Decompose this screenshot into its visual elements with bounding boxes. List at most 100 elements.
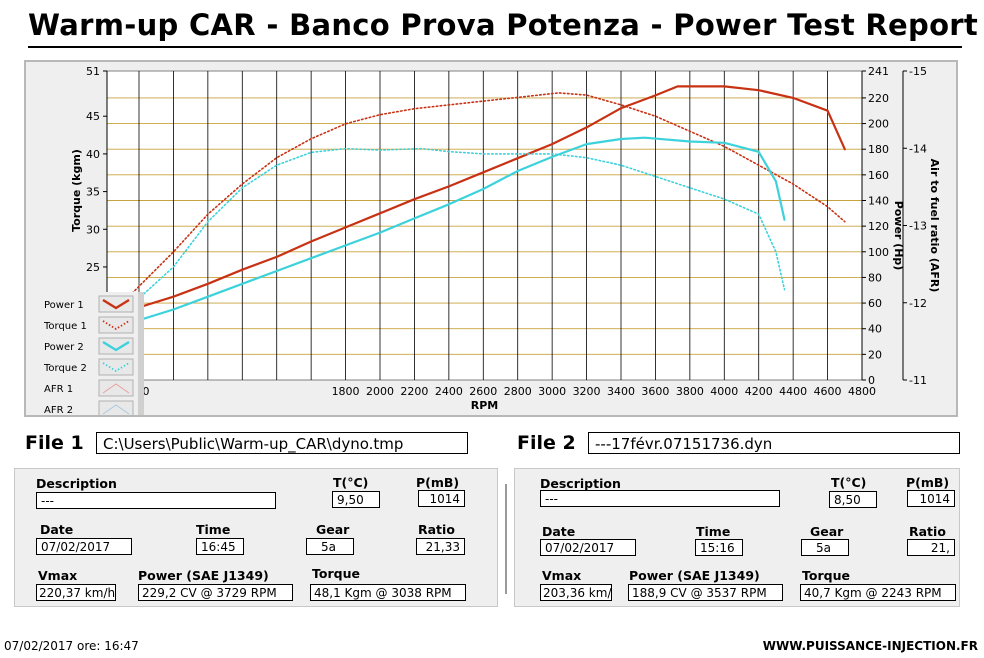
legend-swatch <box>98 295 134 313</box>
legend-swatch <box>98 379 134 397</box>
file1-ratio-label: Ratio <box>418 522 455 537</box>
power-tick-label: 0 <box>868 374 875 387</box>
file1-temp-field[interactable]: 9,50 <box>332 491 380 508</box>
file2-pressure-label: P(mB) <box>906 475 950 490</box>
x-tick-label: 3600 <box>641 385 669 398</box>
legend-label: AFR 2 <box>44 405 73 415</box>
x-tick-label: 2600 <box>469 385 497 398</box>
torque-tick-label: 35 <box>86 186 100 199</box>
afr-tick-label: -15 <box>909 65 927 78</box>
file1-time-field[interactable]: 16:45 <box>196 538 244 555</box>
title-divider <box>28 46 962 48</box>
file2-temp-field[interactable]: 8,50 <box>829 491 877 508</box>
x-tick-label: 4000 <box>710 385 738 398</box>
power-tick-label: 40 <box>868 323 882 336</box>
power-tick-label: 120 <box>868 220 889 233</box>
torque-axis-title: Torque (kgm) <box>70 149 83 232</box>
legend-label: AFR 1 <box>44 384 73 395</box>
torque-tick-label: 51 <box>86 65 100 78</box>
x-tick-label: 2200 <box>400 385 428 398</box>
file2-date-label: Date <box>542 524 576 539</box>
file2-power-field[interactable]: 188,9 CV @ 3537 RPM <box>628 584 783 601</box>
file1-temp-label: T(°C) <box>333 475 369 490</box>
file2-gear-field[interactable]: 5a <box>801 539 849 556</box>
file2-gear-label: Gear <box>810 524 844 539</box>
file2-time-label: Time <box>696 524 731 539</box>
file1-info-panel <box>14 468 498 607</box>
file2-temp-label: T(°C) <box>831 475 867 490</box>
info-divider <box>505 484 507 594</box>
legend-scrollbar <box>138 292 144 415</box>
x-tick-label: 2400 <box>435 385 463 398</box>
x-axis-title: RPM <box>471 399 498 412</box>
dyno-chart: 1520253035404551Torque (kgm)020406080100… <box>28 65 941 415</box>
file1-pressure-field[interactable]: 1014 <box>418 490 465 507</box>
file1-description-label: Description <box>36 476 117 491</box>
file2-label: File 2 <box>517 432 576 454</box>
legend-label: Power 2 <box>44 342 84 353</box>
file2-power-label: Power (SAE J1349) <box>629 568 760 583</box>
file1-power-field[interactable]: 229,2 CV @ 3729 RPM <box>138 584 293 601</box>
power-axis-title: Power (Hp) <box>892 201 905 271</box>
power-tick-label: 160 <box>868 169 889 182</box>
power-tick-label: 140 <box>868 194 889 207</box>
file1-torque-field[interactable]: 48,1 Kgm @ 3038 RPM <box>310 584 466 601</box>
file2-torque-field[interactable]: 40,7 Kgm @ 2243 RPM <box>800 584 956 601</box>
power-tick-label: 220 <box>868 92 889 105</box>
file1-date-field[interactable]: 07/02/2017 <box>36 538 132 555</box>
file1-date-label: Date <box>40 522 74 537</box>
power-tick-label: 80 <box>868 271 882 284</box>
legend-swatch <box>98 358 134 376</box>
legend-symbol <box>102 383 130 394</box>
legend-label: Torque 2 <box>43 363 87 374</box>
file1-gear-field[interactable]: 5a <box>306 538 354 555</box>
legend-swatch <box>98 316 134 334</box>
file1-vmax-label: Vmax <box>38 568 78 583</box>
x-tick-label: 3200 <box>573 385 601 398</box>
file2-path-field[interactable]: ---17févr.07151736.dyn <box>588 432 960 454</box>
file1-power-label: Power (SAE J1349) <box>138 568 269 583</box>
power-tick-label: 180 <box>868 143 889 156</box>
file2-ratio-label: Ratio <box>909 524 946 539</box>
afr-tick-label: -12 <box>909 297 927 310</box>
series-line-torque-2 <box>131 147 786 306</box>
afr-tick-label: -14 <box>909 142 927 155</box>
file2-date-field[interactable]: 07/02/2017 <box>540 539 636 556</box>
legend-symbol <box>102 320 130 331</box>
file1-ratio-field[interactable]: 21,33 <box>416 538 465 555</box>
x-tick-label: 3800 <box>676 385 704 398</box>
file2-vmax-field[interactable]: 203,36 km/ <box>540 584 612 601</box>
file1-gear-label: Gear <box>316 522 350 537</box>
legend-swatch <box>98 400 134 415</box>
legend-symbol <box>102 340 130 352</box>
x-tick-label: 4800 <box>848 385 876 398</box>
x-tick-label: 1800 <box>332 385 360 398</box>
chart-panel: 1520253035404551Torque (kgm)020406080100… <box>24 60 958 417</box>
file2-pressure-field[interactable]: 1014 <box>907 490 955 507</box>
x-tick-label: 4400 <box>779 385 807 398</box>
legend-symbol <box>102 404 130 415</box>
file2-description-field[interactable]: --- <box>540 490 780 507</box>
file2-description-label: Description <box>540 476 621 491</box>
series-line-power-1 <box>130 85 846 311</box>
file1-label: File 1 <box>25 432 84 454</box>
file2-ratio-field[interactable]: 21, <box>907 539 955 556</box>
file1-path-field[interactable]: C:\Users\Public\Warm-up_CAR\dyno.tmp <box>96 432 468 454</box>
power-tick-label: 60 <box>868 297 882 310</box>
file1-vmax-field[interactable]: 220,37 km/h <box>36 584 116 601</box>
torque-tick-label: 25 <box>86 261 100 274</box>
series-line-power-2 <box>130 136 786 324</box>
footer-timestamp: 07/02/2017 ore: 16:47 <box>4 639 139 653</box>
file2-time-field[interactable]: 15:16 <box>695 539 743 556</box>
legend-symbol <box>102 362 130 373</box>
file1-description-field[interactable]: --- <box>36 492 276 509</box>
x-tick-label: 4200 <box>745 385 773 398</box>
power-tick-label: 200 <box>868 118 889 131</box>
legend-label: Power 1 <box>44 300 84 311</box>
file2-torque-label: Torque <box>802 568 850 583</box>
x-tick-label: 2000 <box>366 385 394 398</box>
torque-tick-label: 45 <box>86 110 100 123</box>
afr-axis-title: Air to fuel ratio (AFR) <box>928 159 941 293</box>
power-tick-label: 20 <box>868 348 882 361</box>
legend-symbol <box>102 298 130 310</box>
